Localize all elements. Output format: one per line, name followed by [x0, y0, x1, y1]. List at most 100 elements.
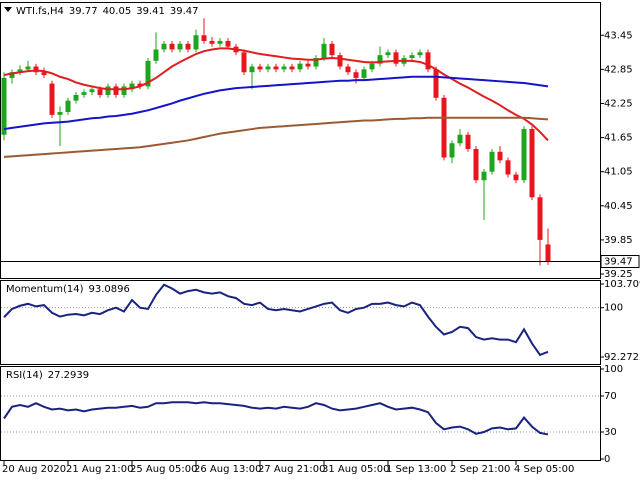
- candle-body: [457, 134, 463, 144]
- y-tick-label: 0: [604, 454, 610, 465]
- candle-body: [105, 86, 111, 95]
- candle-body: [137, 83, 143, 87]
- candle-body: [329, 43, 335, 56]
- moving-average: [3, 116, 549, 158]
- candle-body: [337, 55, 343, 67]
- candle-body: [81, 92, 87, 95]
- candle-body: [257, 66, 263, 70]
- candle-body: [385, 52, 391, 56]
- candle-body: [529, 129, 535, 198]
- candle-body: [129, 83, 135, 90]
- candle-body: [9, 72, 15, 78]
- candle-body: [465, 134, 471, 149]
- candle-body: [289, 66, 295, 70]
- header-open: 39.77: [69, 6, 98, 17]
- x-tick-label: 25 Aug 05:00: [130, 464, 197, 475]
- moving-average: [3, 75, 549, 131]
- main-frame: [0, 2, 601, 279]
- candle-body: [313, 58, 319, 67]
- x-tick-label: 26 Aug 13:00: [194, 464, 261, 475]
- x-tick-label: 31 Aug 05:00: [322, 464, 389, 475]
- candle-body: [489, 151, 495, 172]
- candle-body: [545, 244, 551, 262]
- candle-body: [249, 66, 255, 73]
- header-low: 39.41: [136, 6, 165, 17]
- candle-body: [377, 55, 383, 64]
- price-box: [600, 255, 640, 269]
- y-tick-label: 42.25: [604, 98, 633, 109]
- y-tick-label: 92.2723: [604, 352, 640, 363]
- candle-body: [169, 43, 175, 50]
- candle-body: [521, 129, 527, 181]
- x-tick-label: 20 Aug 2020: [2, 464, 66, 475]
- y-tick-label: 103.7096: [604, 279, 640, 290]
- candle-body: [305, 63, 311, 67]
- y-tick-label: 42.85: [604, 64, 633, 75]
- indicator-value: 93.0896: [89, 284, 130, 295]
- candle-body: [441, 97, 447, 158]
- indicator-line: [3, 283, 549, 357]
- indicator-title: Momentum(14): [6, 284, 84, 295]
- candle-body: [497, 151, 503, 161]
- candle-body: [393, 52, 399, 64]
- candle-body: [273, 66, 279, 70]
- candle-body: [97, 89, 103, 95]
- candle-body: [161, 43, 167, 50]
- candle-body: [369, 63, 375, 70]
- candle-body: [1, 77, 7, 135]
- y-tick-label: 100: [604, 364, 623, 375]
- candle-body: [145, 60, 151, 87]
- y-tick-label: 41.05: [604, 167, 633, 178]
- y-tick-label: 40.45: [604, 201, 633, 212]
- candle-body: [41, 72, 47, 76]
- candle-body: [537, 197, 543, 240]
- menu-triangle[interactable]: [4, 7, 12, 12]
- candle-body: [209, 40, 215, 44]
- header-high: 40.05: [103, 6, 132, 17]
- candle-body: [49, 83, 55, 115]
- x-tick-label: 27 Aug 21:00: [258, 464, 325, 475]
- candle-body: [225, 40, 231, 47]
- y-tick-label: 39.25: [604, 269, 633, 280]
- candle-body: [353, 72, 359, 78]
- candle-body: [33, 66, 39, 73]
- moving-average: [3, 47, 549, 142]
- candle-body: [417, 52, 423, 56]
- x-tick-label: 1 Sep 13:00: [386, 464, 446, 475]
- candle-body: [425, 52, 431, 70]
- rsi-frame: [0, 366, 601, 461]
- y-tick-label: 30: [604, 427, 617, 438]
- candle-body: [217, 40, 223, 44]
- candle-body: [449, 143, 455, 158]
- candle-body: [433, 69, 439, 98]
- candle-body: [153, 49, 159, 61]
- candle-body: [241, 52, 247, 73]
- x-tick-label: 21 Aug 21:00: [66, 464, 133, 475]
- symbol-title: WTI.fs,H4: [16, 6, 64, 17]
- x-tick-label: 4 Sep 05:00: [514, 464, 574, 475]
- candle-body: [505, 160, 511, 175]
- candle-body: [481, 171, 487, 181]
- candle-body: [17, 69, 23, 73]
- candle-body: [57, 112, 63, 115]
- y-tick-label: 43.45: [604, 30, 633, 41]
- candle-body: [361, 69, 367, 78]
- candle-body: [65, 100, 71, 113]
- y-tick-label: 100: [604, 303, 623, 314]
- candle-body: [409, 55, 415, 59]
- candle-body: [193, 35, 199, 50]
- candle-body: [25, 66, 31, 70]
- indicator-value: 27.2939: [48, 370, 89, 381]
- candle-body: [473, 148, 479, 181]
- candle-body: [281, 66, 287, 70]
- indicator-title: RSI(14): [6, 370, 43, 381]
- momentum-frame: [0, 280, 601, 365]
- candle-body: [265, 66, 271, 70]
- candle-body: [89, 89, 95, 93]
- candle-body: [113, 86, 119, 95]
- candle-body: [201, 35, 207, 41]
- candle-body: [297, 63, 303, 70]
